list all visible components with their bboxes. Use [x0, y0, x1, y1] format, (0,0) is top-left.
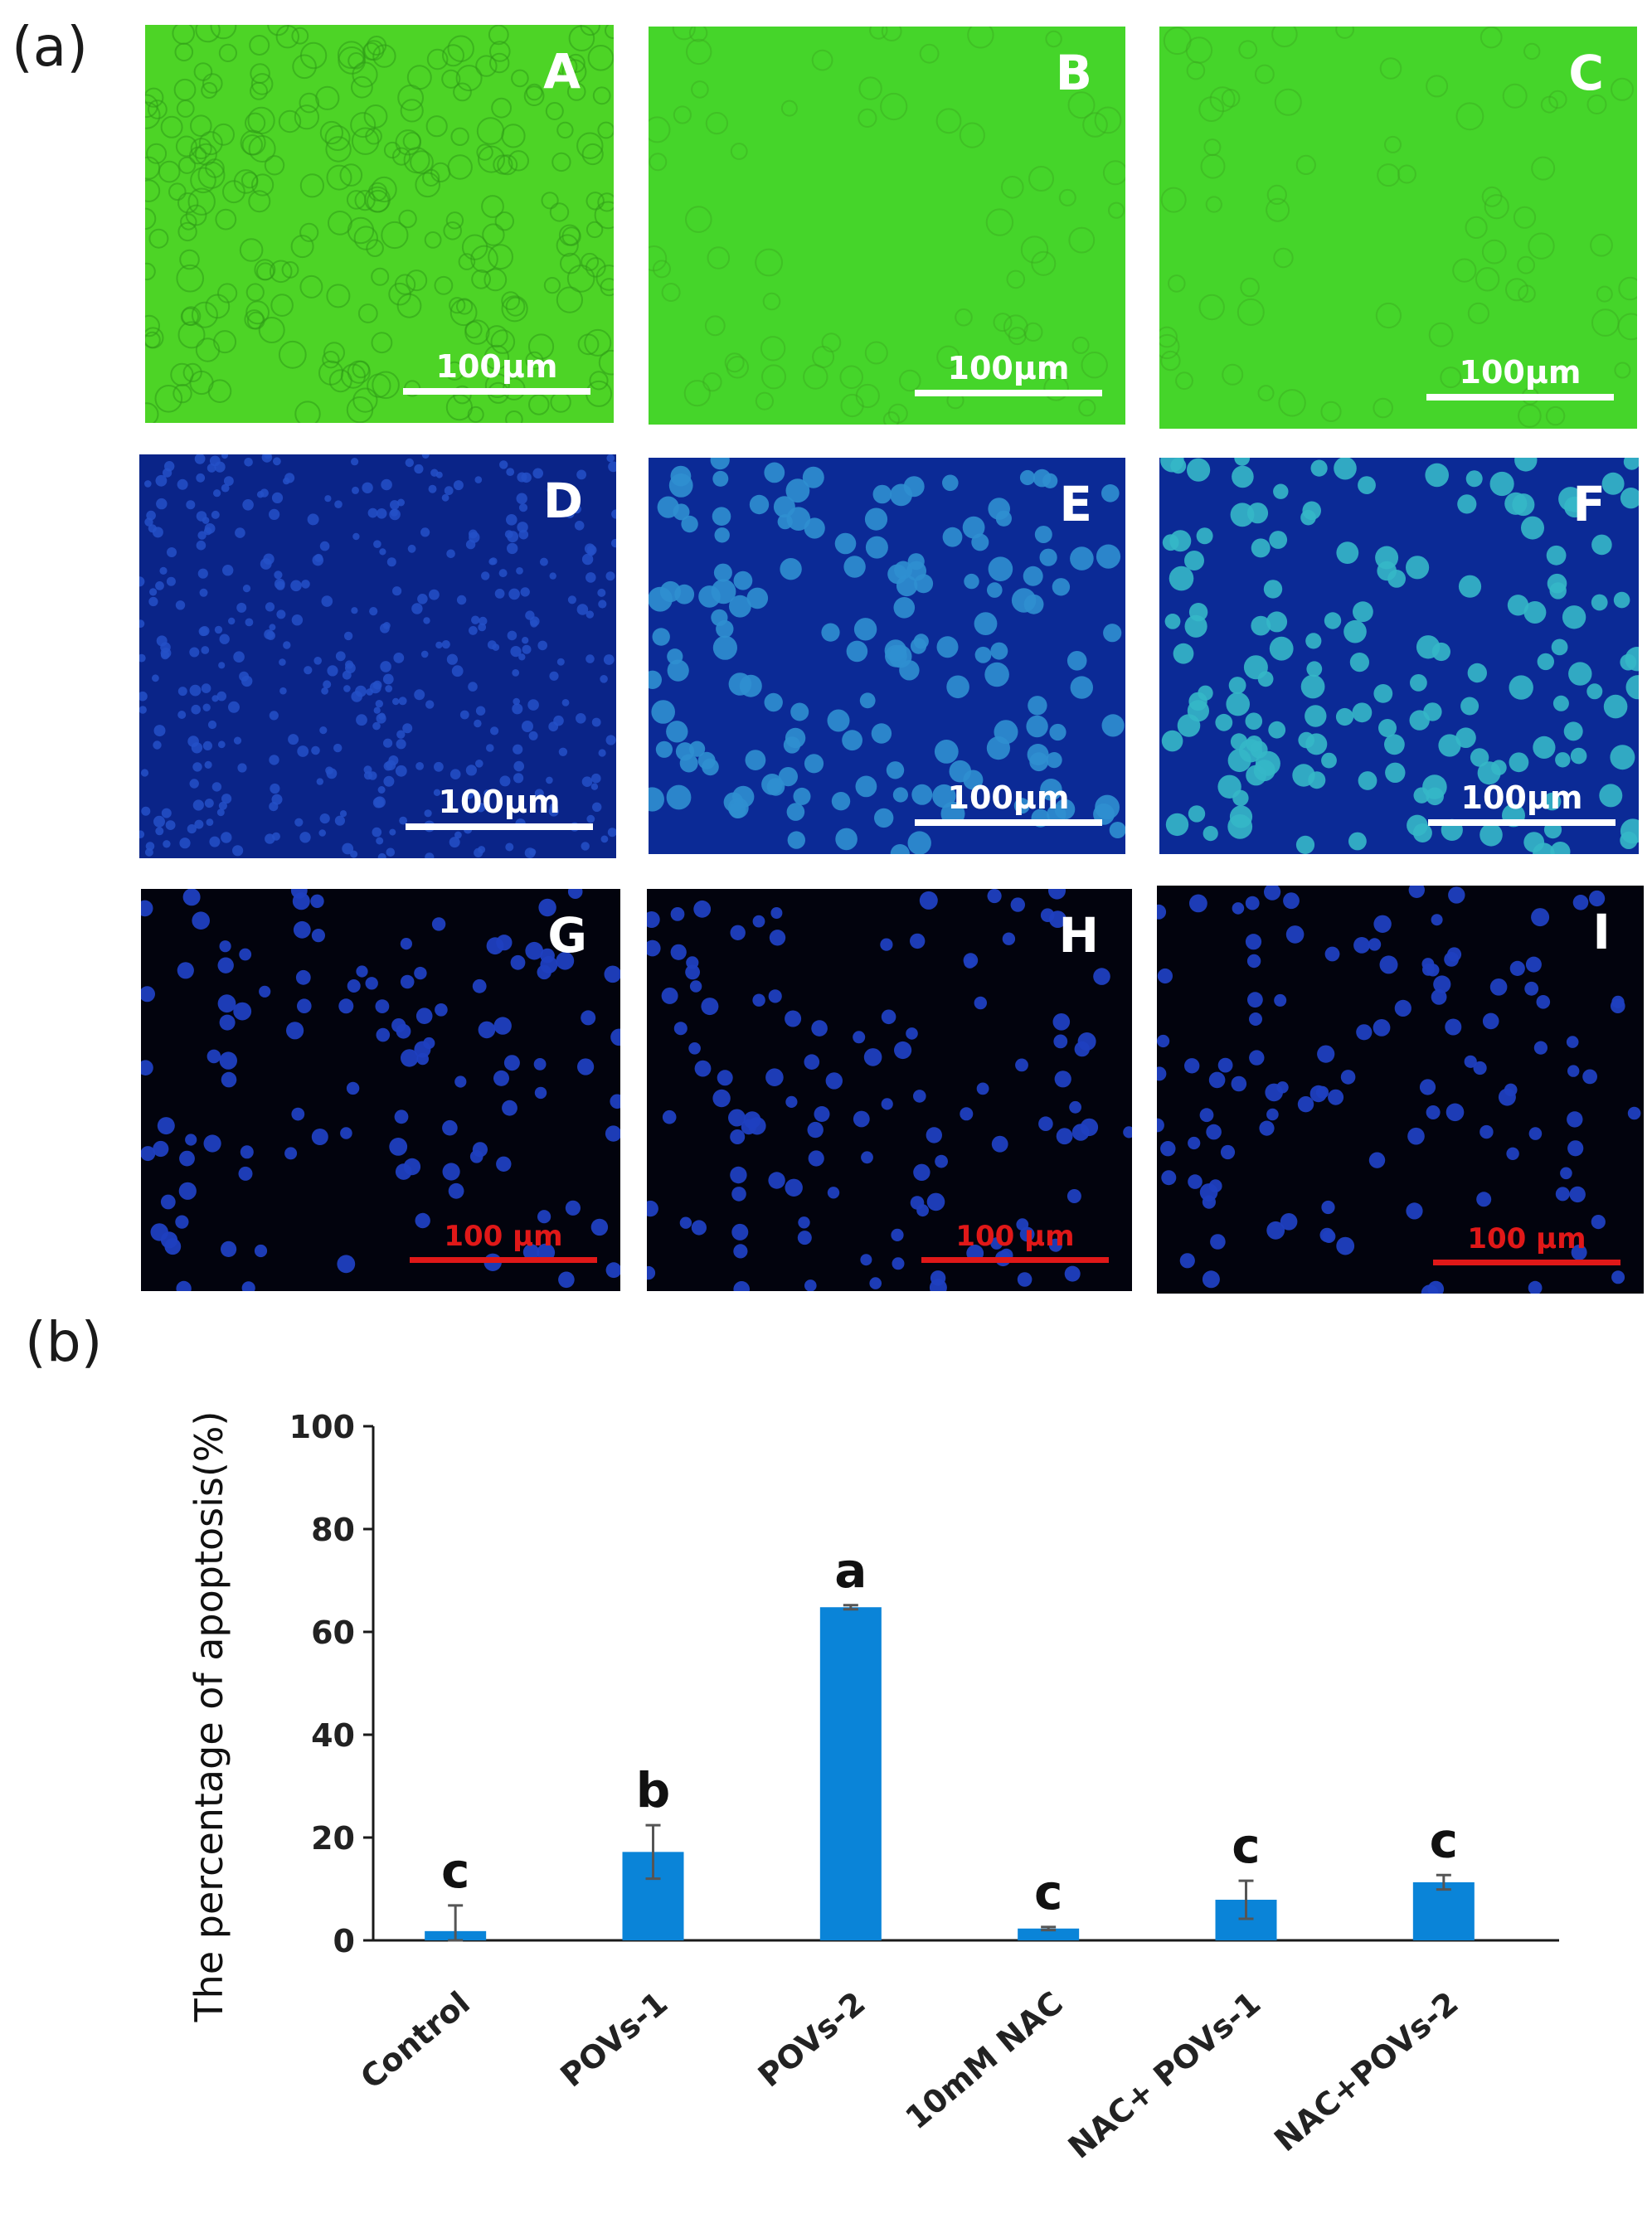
significance-letter: c [1034, 1864, 1062, 1920]
cell-texture [649, 458, 1125, 854]
scale-bar-line [1433, 1260, 1620, 1265]
apoptosis-bar-chart: 0 20 40 60 80 100 The percentage of apoptosis(… [187, 1409, 1559, 2166]
micrograph-letter: I [1592, 904, 1611, 960]
cell-texture [1157, 886, 1641, 1294]
y-tick-label: 80 [311, 1512, 355, 1548]
micrograph-i: I 100 μm [1157, 886, 1644, 1294]
bar [1412, 1881, 1475, 1940]
micrograph-e: E 100μm [649, 458, 1125, 854]
category-label: Control [353, 1984, 477, 2096]
micrograph-letter: E [1059, 476, 1092, 532]
scale-bar-line [1426, 394, 1614, 401]
scale-bar-label: 100 μm [444, 1220, 563, 1253]
category-label: POVs-2 [751, 1984, 872, 2094]
significance-letter: c [1430, 1812, 1458, 1868]
micrograph-c: C 100μm [1159, 27, 1637, 429]
cell-texture [1160, 458, 1639, 854]
micrograph-d: D 100μm [139, 454, 616, 858]
cell-texture [1159, 27, 1637, 428]
bar [1018, 1928, 1080, 1940]
significance-letter: c [441, 1843, 469, 1899]
micrograph-letter: F [1572, 476, 1606, 532]
scale-bar-label: 100μm [438, 784, 561, 820]
micrograph-letter: C [1568, 45, 1604, 101]
micrograph-h: H 100 μm [647, 889, 1132, 1291]
cell-texture [647, 889, 1132, 1291]
y-tick-label: 20 [311, 1820, 355, 1857]
cell-texture [145, 25, 614, 423]
micrograph-f: F 100μm [1159, 458, 1639, 854]
scale-bar-line [1428, 819, 1616, 826]
y-tick-label: 60 [311, 1614, 355, 1651]
category-label: NAC+ POVs-1 [1062, 1984, 1268, 2166]
scale-bar-line [915, 819, 1102, 826]
micrograph-a: A 100μm [145, 25, 614, 423]
panel-a-label: (a) [12, 15, 88, 79]
scale-bar-line [921, 1257, 1109, 1263]
micrograph-letter: H [1058, 907, 1099, 964]
scale-bar-label: 100μm [435, 348, 558, 385]
scale-bar-label: 100 μm [1467, 1222, 1586, 1255]
category-label: POVs-1 [554, 1984, 675, 2094]
micrograph-g: G 100 μm [141, 889, 620, 1291]
scale-bar-label: 100μm [947, 779, 1070, 816]
bar [819, 1607, 882, 1940]
y-tick-label: 40 [311, 1717, 355, 1754]
cell-texture [649, 27, 1125, 425]
scale-bar-line [915, 390, 1102, 396]
scale-bar-line [403, 388, 590, 395]
significance-letter: c [1232, 1818, 1260, 1874]
panel-b-label: (b) [25, 1310, 103, 1374]
micrograph-letter: B [1055, 45, 1092, 101]
scale-bar-label: 100μm [1460, 779, 1583, 816]
y-tick-label: 100 [289, 1409, 355, 1445]
micrograph-letter: D [542, 473, 583, 529]
significance-letter: a [834, 1542, 867, 1599]
scale-bar-line [410, 1257, 597, 1263]
micrograph-b: B 100μm [649, 27, 1125, 425]
scale-bar-line [406, 823, 593, 830]
scale-bar-label: 100 μm [955, 1220, 1075, 1253]
y-tick-label: 0 [333, 1923, 355, 1959]
micrograph-letter: A [543, 43, 581, 100]
category-label: NAC+POVs-2 [1267, 1984, 1465, 2158]
category-label: 10mM NAC [898, 1984, 1069, 2136]
micrograph-letter: G [547, 907, 587, 964]
scale-bar-label: 100μm [947, 350, 1070, 386]
scale-bar-label: 100μm [1459, 354, 1582, 391]
y-axis-title: The percentage of apoptosis(%) [187, 1411, 231, 2023]
significance-letter: b [636, 1762, 671, 1818]
cell-texture [139, 454, 616, 858]
